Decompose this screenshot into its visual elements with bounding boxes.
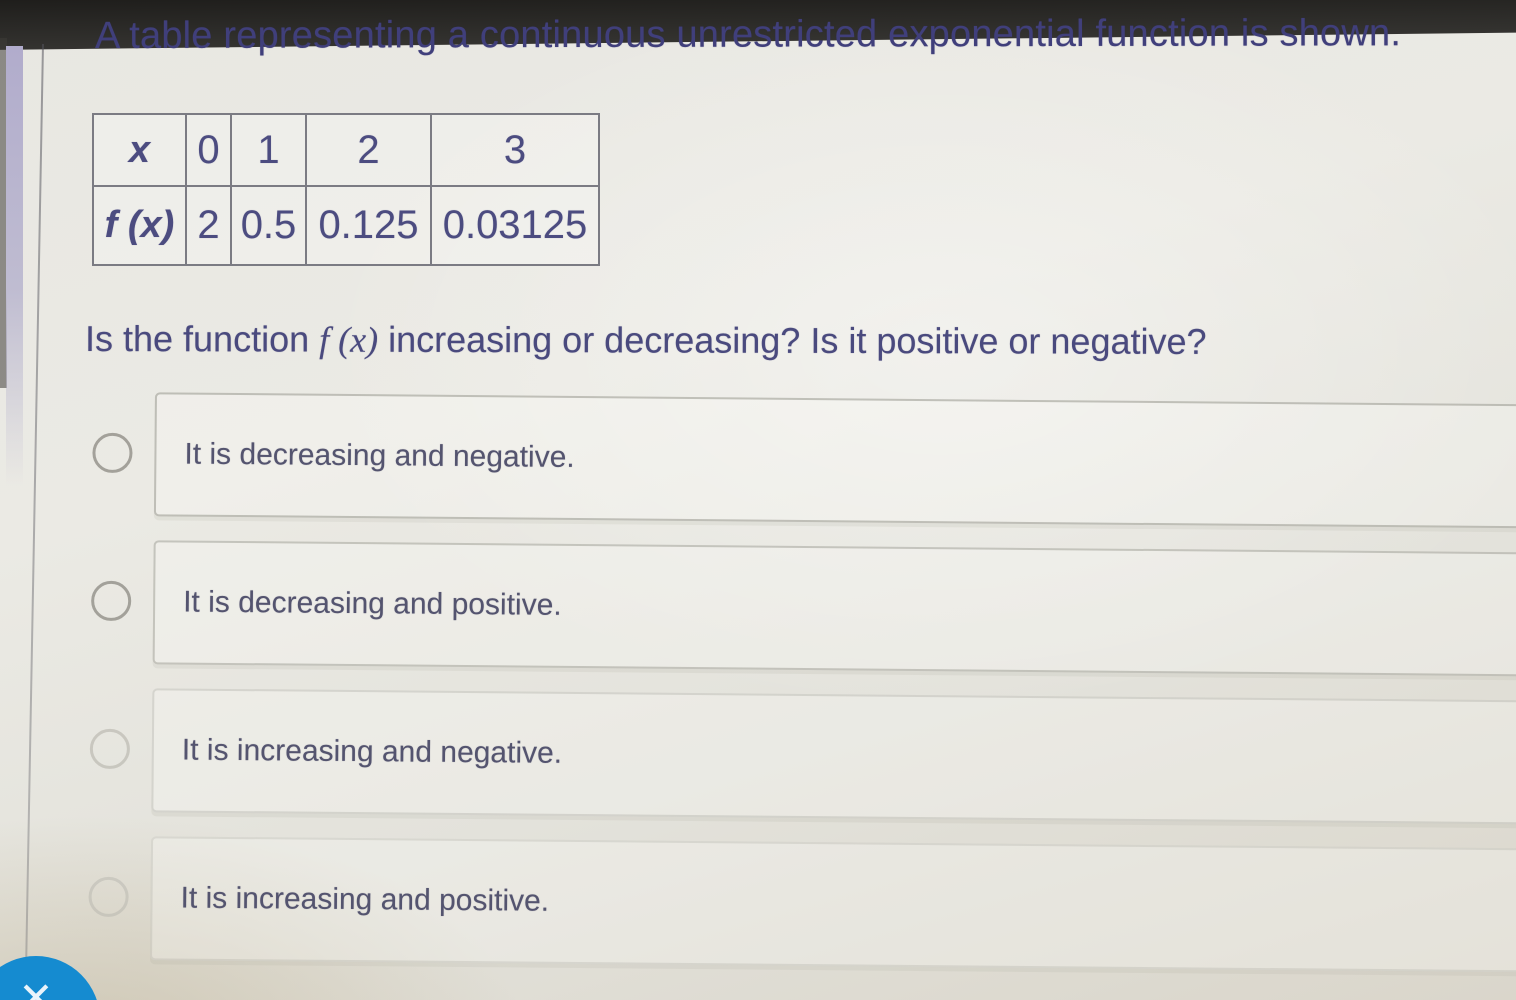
answer-option-box[interactable]: It is increasing and positive. — [150, 836, 1516, 973]
answer-option-box[interactable]: It is decreasing and negative. — [153, 392, 1516, 529]
radio-button[interactable] — [89, 728, 131, 770]
radio-button[interactable] — [91, 580, 132, 622]
photo-left-edge — [0, 38, 7, 388]
table-cell-fx3: 0.03125 — [430, 185, 600, 266]
question-prefix: Is the function — [84, 318, 320, 360]
answer-option-decreasing-negative: It is decreasing and negative. — [0, 391, 1516, 529]
question-text: Is the function f (x) increasing or decr… — [85, 318, 1207, 363]
close-icon: ✕ — [18, 973, 54, 1000]
radio-button[interactable] — [88, 876, 129, 918]
answer-option-increasing-positive: It is increasing and positive. — [0, 835, 1516, 973]
table-header-x: x — [92, 113, 187, 187]
radio-button[interactable] — [92, 432, 133, 474]
table-cell-fx2: 0.125 — [305, 185, 432, 266]
function-table: x 0 1 2 3 f (x) 2 0.5 0.125 0.03125 — [92, 113, 600, 266]
answer-option-label: It is increasing and positive. — [180, 881, 550, 918]
answer-options: It is decreasing and negative. It is dec… — [0, 391, 1516, 997]
answer-option-label: It is decreasing and negative. — [184, 437, 575, 474]
question-math-fx: f (x) — [319, 319, 379, 360]
table-cell-x3: 3 — [430, 113, 600, 187]
answer-option-box[interactable]: It is decreasing and positive. — [152, 540, 1516, 677]
table-cell-fx1: 0.5 — [230, 185, 307, 266]
answer-option-label: It is decreasing and positive. — [183, 585, 562, 622]
table-cell-fx0: 2 — [185, 185, 232, 266]
answer-option-label: It is increasing and negative. — [181, 733, 563, 770]
table-cell-x1: 1 — [230, 113, 307, 187]
answer-option-box[interactable]: It is increasing and negative. — [151, 688, 1516, 825]
answer-option-increasing-negative: It is increasing and negative. — [0, 687, 1516, 825]
table-cell-x2: 2 — [305, 113, 432, 187]
table-cell-x0: 0 — [185, 113, 232, 187]
question-suffix: increasing or decreasing? Is it positive… — [378, 318, 1207, 362]
table-header-fx: f (x) — [92, 185, 187, 266]
answer-option-decreasing-positive: It is decreasing and positive. — [0, 539, 1516, 677]
page-edge-strip — [6, 46, 23, 486]
question-prompt: A table representing a continuous unrest… — [94, 12, 1402, 57]
